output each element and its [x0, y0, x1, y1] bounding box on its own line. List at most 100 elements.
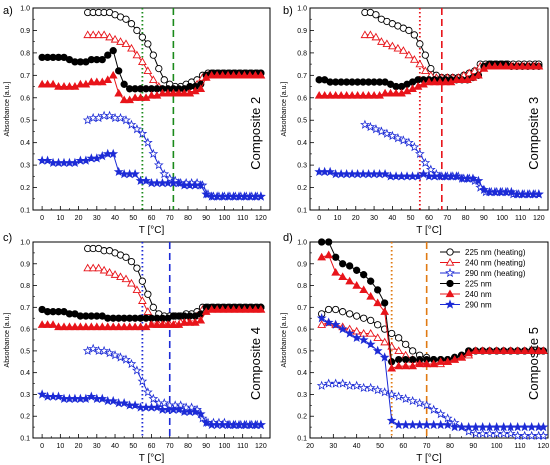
y-tick-label: 1.0: [297, 240, 307, 247]
data-point: [402, 340, 410, 349]
legend-entry: 225 nm (heating): [465, 248, 526, 257]
data-point: [387, 363, 397, 372]
data-point: [468, 173, 478, 183]
data-point: [201, 73, 211, 81]
data-point: [415, 59, 425, 68]
data-point: [373, 298, 383, 307]
data-point: [152, 402, 162, 412]
data-point: [127, 257, 136, 266]
data-point: [346, 262, 354, 270]
data-point: [54, 322, 63, 331]
data-point: [190, 86, 200, 95]
y-tick-label: 0.7: [20, 305, 30, 312]
data-point: [386, 88, 395, 97]
x-tick-label: 60: [148, 443, 156, 450]
data-point: [457, 352, 467, 361]
data-point: [138, 33, 147, 41]
x-tick-label: 110: [237, 215, 248, 222]
data-point: [132, 365, 142, 375]
data-point: [164, 173, 175, 183]
y-tick-label: 0.7: [297, 73, 307, 80]
data-point: [414, 419, 425, 430]
y-tick-label: 0.4: [20, 370, 30, 377]
data-point: [201, 417, 212, 427]
data-point: [474, 70, 483, 79]
data-point: [317, 320, 327, 328]
data-point: [463, 426, 474, 436]
data-point: [421, 51, 429, 59]
data-point: [393, 419, 404, 430]
y-tick-label: 0.1: [20, 208, 30, 215]
data-point: [479, 184, 489, 194]
data-point: [174, 320, 184, 328]
data-point: [381, 299, 389, 307]
data-point: [201, 189, 212, 199]
data-point: [420, 66, 430, 74]
data-point: [394, 346, 404, 355]
data-point: [450, 355, 460, 363]
data-point: [407, 419, 418, 430]
data-point: [82, 115, 93, 125]
data-point: [115, 67, 123, 75]
data-point: [523, 61, 533, 70]
y-tick-label: 0.3: [20, 163, 30, 170]
data-point: [81, 79, 91, 88]
data-point: [138, 296, 147, 304]
data-point: [70, 82, 80, 90]
data-point: [519, 421, 530, 432]
data-point: [143, 307, 153, 315]
x-tick-label: 70: [423, 443, 431, 450]
data-point: [364, 91, 373, 99]
data-point: [380, 88, 390, 97]
x-tick-label: 120: [533, 215, 545, 222]
x-tick-label: 20: [352, 215, 360, 222]
data-point: [65, 82, 74, 90]
data-point: [318, 238, 326, 246]
data-point: [223, 305, 233, 313]
data-point: [485, 346, 495, 355]
data-point: [393, 43, 403, 52]
data-point: [185, 88, 195, 97]
data-point: [409, 55, 419, 63]
data-point: [142, 137, 153, 147]
data-point: [380, 168, 390, 179]
data-point: [59, 322, 69, 331]
data-point: [360, 271, 368, 279]
data-point: [538, 430, 549, 440]
y-tick-label: 1.0: [20, 240, 30, 247]
x-tick-label: 110: [515, 215, 526, 222]
data-point: [122, 253, 130, 261]
data-point: [98, 55, 106, 64]
data-point: [470, 421, 481, 432]
x-tick-label: 50: [129, 215, 137, 222]
data-point: [108, 395, 119, 406]
data-point: [148, 75, 158, 83]
data-point: [325, 166, 336, 176]
data-point: [471, 346, 481, 355]
series-290-nm-heating-: [360, 119, 544, 199]
data-point: [371, 124, 381, 134]
data-point: [360, 30, 370, 39]
data-point: [114, 88, 124, 97]
data-point: [372, 384, 383, 395]
data-point: [507, 61, 516, 70]
data-point: [422, 359, 432, 368]
y-tick-label: 0.1: [297, 436, 307, 443]
data-point: [163, 88, 173, 97]
data-point: [442, 419, 453, 430]
series-290-nm: [316, 313, 549, 432]
data-point: [365, 339, 376, 349]
x-tick-label: 10: [56, 215, 64, 222]
data-point: [229, 305, 238, 313]
x-tick-label: 30: [370, 215, 378, 222]
data-point: [212, 70, 222, 79]
data-point: [43, 320, 52, 328]
data-point: [152, 91, 162, 99]
data-point: [374, 286, 382, 294]
series-240-nm: [37, 305, 266, 331]
data-point: [446, 77, 456, 86]
legend-entry: 240 nm (heating): [465, 259, 526, 268]
data-point: [366, 30, 375, 39]
series-290-nm-heating-: [82, 343, 266, 430]
data-point: [409, 347, 417, 355]
